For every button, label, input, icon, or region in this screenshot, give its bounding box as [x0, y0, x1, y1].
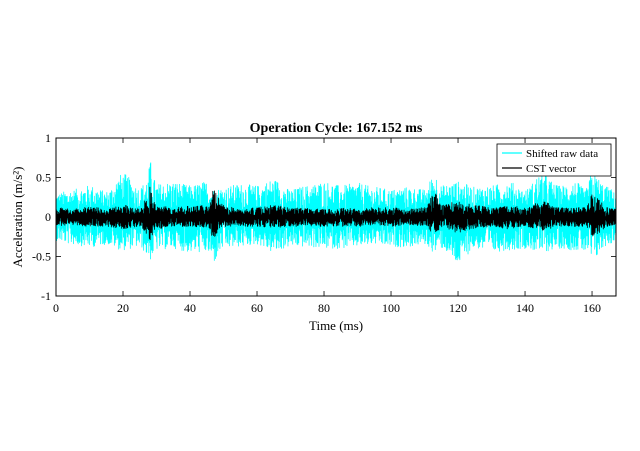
series-layer [56, 162, 616, 261]
x-tick-label: 40 [184, 301, 196, 315]
legend-box [496, 143, 612, 177]
x-axis-label: Time (ms) [309, 318, 363, 333]
x-tick-label: 100 [382, 301, 400, 315]
x-tick-label: 60 [251, 301, 263, 315]
legend: Shifted raw data CST vector [496, 143, 612, 177]
x-tick-label: 140 [516, 301, 534, 315]
y-tick-label: -1 [41, 289, 51, 303]
ticks-layer: 0 20 40 60 80 100 120 140 160 1 0.5 0 -0.5 -1 [32, 131, 616, 315]
chart-title: Operation Cycle: 167.152 ms [250, 121, 423, 136]
y-tick-label: -0.5 [32, 250, 51, 264]
legend-label-shifted-raw-data: Shifted raw data [526, 148, 598, 160]
x-tick-label: 20 [117, 301, 129, 315]
legend-label-cst-vector: CST vector [526, 163, 577, 175]
x-tick-label: 0 [53, 301, 59, 315]
x-tick-label: 120 [449, 301, 467, 315]
y-axis-label: Acceleration (m/s²) [10, 167, 25, 268]
series-line-cst-vector [56, 186, 616, 241]
y-tick-label: 1 [45, 131, 51, 145]
y-tick-label: 0 [45, 210, 51, 224]
x-tick-label: 80 [318, 301, 330, 315]
y-tick-label: 0.5 [36, 171, 51, 185]
x-tick-label: 160 [583, 301, 601, 315]
